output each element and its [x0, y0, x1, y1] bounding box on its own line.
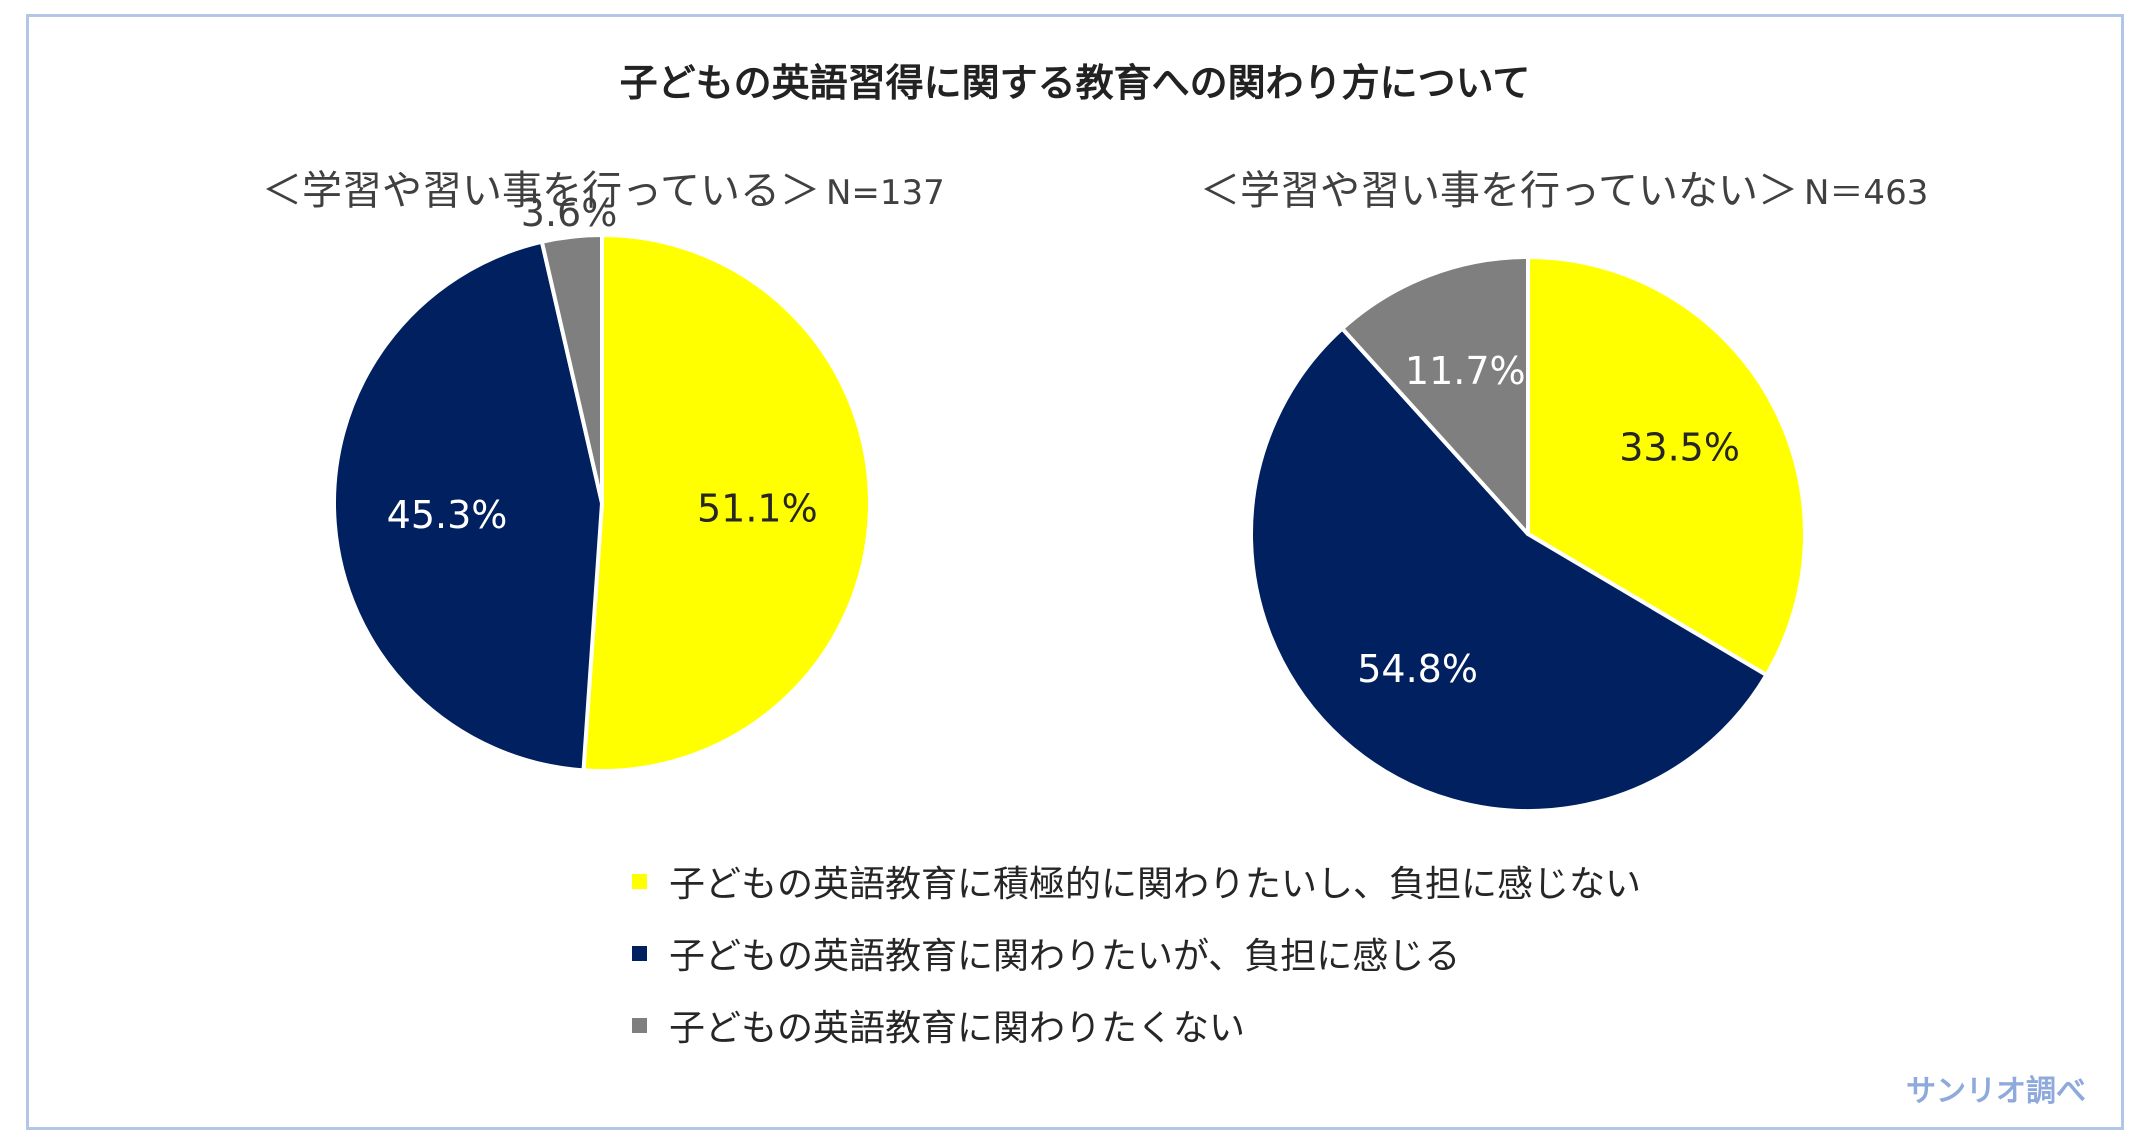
legend-label: 子どもの英語教育に積極的に関わりたいし、負担に感じない — [669, 864, 1642, 905]
pie-right-subtitle: ＜学習や習い事を行っていない＞ N＝463 — [1200, 158, 1928, 216]
pie-right-label-slice-not-involved: 11.7% — [1405, 349, 1526, 393]
pie-left-title: ＜学習や習い事を行っている＞ — [262, 168, 820, 214]
legend-label: 子どもの英語教育に関わりたいが、負担に感じる — [669, 936, 1461, 977]
legend-label: 子どもの英語教育に関わりたくない — [669, 1008, 1246, 1049]
pie-right-slice-burden — [1249, 326, 1769, 813]
source-note: サンリオ調べ — [1906, 1074, 2086, 1109]
pie-right-title: ＜学習や習い事を行っていない＞ — [1200, 168, 1798, 214]
pie-left-label-slice-burden: 45.3% — [387, 493, 508, 537]
pie-left-label-slice-not-involved: 3.6% — [521, 191, 618, 235]
pie-right-slice-positive — [1526, 255, 1807, 678]
pie-right-label-slice-positive: 33.5% — [1619, 426, 1740, 470]
chart-frame — [26, 14, 2124, 1130]
legend-item-not-involved: 子どもの英語教育に関わりたくない — [632, 989, 1641, 1061]
chart-title: 子どもの英語習得に関する教育への関わり方について — [619, 61, 1531, 105]
pie-left-label-slice-positive: 51.1% — [697, 486, 818, 530]
pie-left-slice-not-involved — [539, 233, 604, 505]
pie-left-n: N=137 — [826, 173, 945, 213]
pie-chart-right: 33.5% 54.8% 11.7% — [1249, 255, 1807, 813]
pie-left-subtitle: ＜学習や習い事を行っている＞ N=137 — [262, 158, 945, 216]
legend-item-burden: 子どもの英語教育に関わりたいが、負担に感じる — [632, 917, 1641, 989]
legend: 子どもの英語教育に積極的に関わりたいし、負担に感じない 子どもの英語教育に関わり… — [632, 845, 1641, 1061]
pie-right-n: N＝463 — [1804, 173, 1929, 213]
legend-swatch-gray — [632, 1017, 647, 1033]
legend-swatch-navy — [632, 945, 647, 961]
legend-swatch-yellow — [632, 873, 647, 889]
pie-right-label-slice-burden: 54.8% — [1357, 647, 1478, 691]
legend-item-positive: 子どもの英語教育に積極的に関わりたいし、負担に感じない — [632, 845, 1641, 917]
pie-left-slice-positive — [581, 233, 872, 773]
pie-right-slice-not-involved — [1340, 255, 1530, 536]
pie-left-slice-burden — [332, 239, 604, 773]
pie-chart-left: 51.1% 45.3% 3.6% — [332, 191, 872, 773]
